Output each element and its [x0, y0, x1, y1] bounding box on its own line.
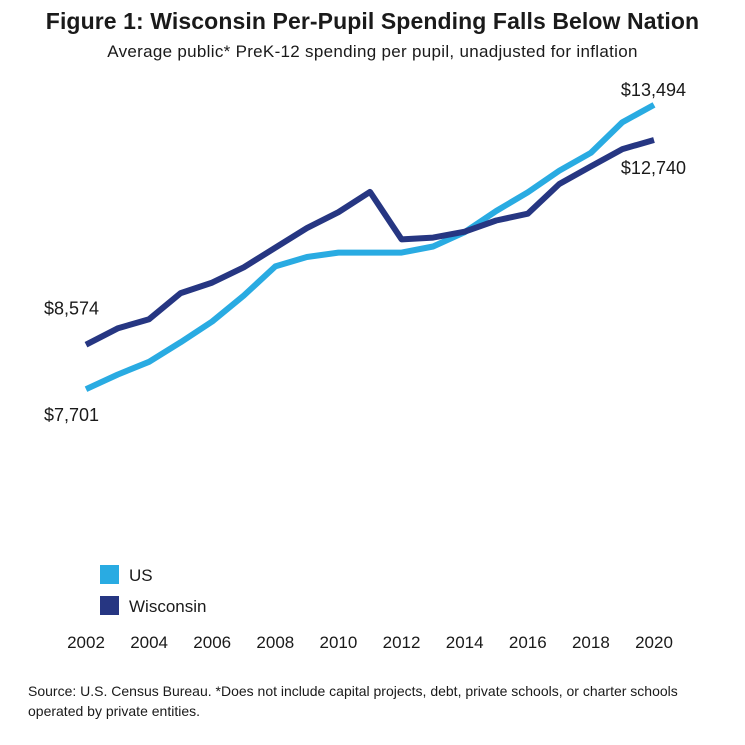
source-note: Source: U.S. Census Bureau. *Does not in… [28, 683, 678, 719]
legend-label-wisconsin: Wisconsin [129, 597, 206, 616]
legend-swatch-wisconsin [100, 596, 119, 615]
series-line-us [84, 102, 656, 392]
legend-label-us: US [129, 566, 153, 585]
x-tick-label-2008: 2008 [256, 633, 294, 652]
series-layer [84, 102, 656, 392]
x-tick-label-2014: 2014 [446, 633, 484, 652]
x-tick-label-2004: 2004 [130, 633, 168, 652]
annotation-layer: $8,574 $7,701 $13,494 $12,740 [44, 80, 686, 425]
x-tick-label-2016: 2016 [509, 633, 547, 652]
x-tick-label-2018: 2018 [572, 633, 610, 652]
data-label-wisconsin-2020: $12,740 [621, 158, 686, 178]
data-label-wisconsin-2002: $8,574 [44, 299, 99, 319]
chart-subtitle: Average public* PreK-12 spending per pup… [107, 42, 638, 61]
legend-swatch-us [100, 565, 119, 584]
x-tick-label-2020: 2020 [635, 633, 673, 652]
x-tick-label-2012: 2012 [383, 633, 421, 652]
line-chart: $8,574 $7,701 $13,494 $12,740 US Wisconsin 2… [44, 80, 686, 652]
x-tick-label-2010: 2010 [320, 633, 358, 652]
legend: US Wisconsin [100, 565, 206, 616]
x-tick-label-2002: 2002 [67, 633, 105, 652]
x-tick-label-2006: 2006 [193, 633, 231, 652]
data-label-us-2020: $13,494 [621, 80, 686, 100]
data-label-us-2002: $7,701 [44, 405, 99, 425]
series-line-wisconsin [84, 137, 655, 348]
x-axis: 2002 2004 2006 2008 2010 2012 2014 2016 2018 2020 [67, 633, 673, 652]
chart-title: Figure 1: Wisconsin Per-Pupil Spending F… [45, 8, 700, 34]
